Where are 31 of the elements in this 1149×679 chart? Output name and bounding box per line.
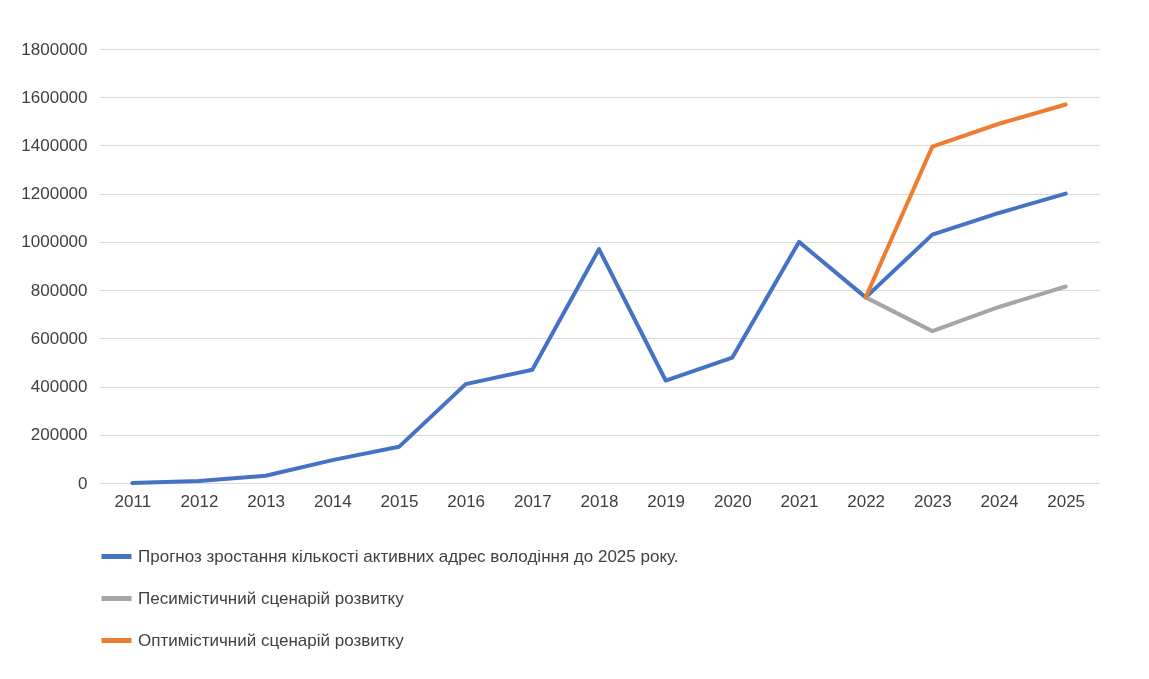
x-tick-label: 2022 <box>847 491 886 511</box>
x-tick-label: 2019 <box>647 491 686 511</box>
line-series <box>130 191 1068 485</box>
y-tick-label: 400000 <box>30 377 88 397</box>
legend-label: Песимістичний сценарій розвитку <box>138 588 405 608</box>
x-tick-label: 2014 <box>313 491 352 511</box>
x-tick-label: 2013 <box>247 491 286 511</box>
line-series <box>863 284 1068 334</box>
x-tick-label: 2015 <box>380 491 419 511</box>
y-tick-label: 1000000 <box>21 232 88 252</box>
x-tick-label: 2012 <box>180 491 219 511</box>
legend-label: Прогноз зростання кількості активних адрес володіння до 2025 року. <box>138 546 679 566</box>
line-series <box>863 102 1068 300</box>
legend-label: Оптимістичний сценарій розвитку <box>138 630 405 650</box>
x-tick-label: 2020 <box>713 491 752 511</box>
y-tick-label: 200000 <box>30 425 88 445</box>
y-tick-label: 800000 <box>30 280 88 300</box>
y-tick-label: 600000 <box>30 328 88 348</box>
x-tick-label: 2021 <box>780 491 819 511</box>
x-tick-label: 2023 <box>913 491 952 511</box>
x-tick-label: 2024 <box>980 491 1019 511</box>
y-tick-label: 1200000 <box>21 184 88 204</box>
x-tick-label: 2017 <box>513 491 552 511</box>
x-tick-label: 2025 <box>1047 491 1086 511</box>
y-tick-label: 1800000 <box>21 39 88 59</box>
y-tick-label: 0 <box>78 473 88 493</box>
y-tick-label: 1600000 <box>21 87 88 107</box>
x-tick-label: 2011 <box>114 491 152 511</box>
x-tick-label: 2018 <box>580 491 619 511</box>
y-tick-label: 1400000 <box>21 135 88 155</box>
x-tick-label: 2016 <box>447 491 486 511</box>
